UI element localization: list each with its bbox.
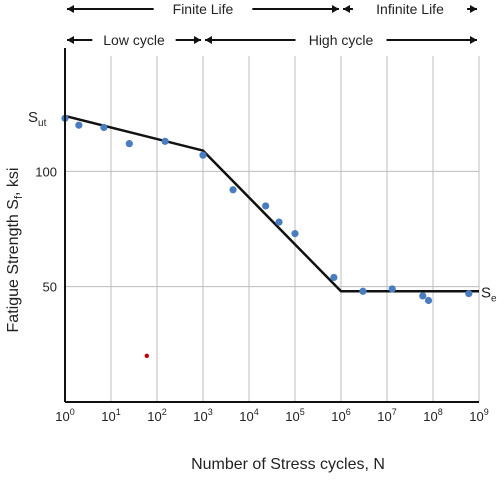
region-annotations: Finite Life Infinite Life Low cycle High cy…: [67, 1, 477, 48]
y-tick-label: 100: [35, 164, 57, 179]
grid-lines: [64, 56, 480, 402]
arrow-head: [343, 5, 350, 13]
x-tick-label: 104: [239, 407, 258, 424]
arrow-head: [194, 36, 201, 44]
data-point: [291, 230, 299, 238]
marker-main: S: [481, 284, 491, 301]
data-point: [419, 292, 427, 300]
sut-marker: Sut: [28, 109, 47, 129]
x-tick-exp: 5: [300, 407, 305, 417]
x-tick-exp: 0: [70, 407, 75, 417]
region-label: Finite Life: [173, 1, 234, 17]
arrow-head: [332, 5, 339, 13]
data-point: [275, 218, 283, 226]
x-tick-exp: 3: [208, 407, 213, 417]
data-point: [229, 186, 237, 194]
x-tick-base: 10: [55, 409, 69, 424]
se-marker: Se: [481, 284, 497, 304]
y-axis-label-sub: f: [13, 195, 25, 199]
x-tick-label: 109: [469, 407, 488, 424]
x-tick-label: 103: [193, 407, 212, 424]
axes: [64, 48, 479, 403]
marker-sub: e: [491, 293, 497, 304]
x-tick-base: 10: [285, 409, 299, 424]
x-tick-exp: 9: [484, 407, 489, 417]
data-points: [61, 114, 473, 359]
data-point: [100, 123, 108, 132]
x-tick-base: 10: [331, 409, 345, 424]
data-point: [125, 140, 133, 148]
data-point: [262, 202, 270, 210]
x-tick-base: 10: [469, 409, 483, 424]
region-label: High cycle: [309, 32, 374, 48]
x-tick-label: 106: [331, 407, 350, 424]
x-tick-base: 10: [147, 409, 161, 424]
marker-main: S: [28, 109, 38, 126]
fit-line-group: [64, 114, 479, 293]
arrow-head: [205, 36, 212, 44]
data-point: [359, 287, 367, 295]
data-point: [75, 121, 83, 129]
x-tick-exp: 4: [254, 407, 259, 417]
arrow-head: [470, 36, 477, 44]
y-tick-label: 50: [43, 280, 57, 295]
x-tick-exp: 1: [116, 407, 121, 417]
x-tick-exp: 8: [438, 407, 443, 417]
x-tick-label: 107: [377, 407, 396, 424]
arrow-head: [470, 5, 477, 13]
data-point: [388, 285, 396, 293]
data-point: [199, 151, 207, 159]
x-tick-label: 100: [55, 407, 74, 424]
data-point: [424, 296, 433, 305]
x-tick-base: 10: [101, 409, 115, 424]
x-tick-base: 10: [377, 409, 391, 424]
outlier-point: [144, 353, 149, 359]
x-tick-label: 101: [101, 407, 120, 424]
x-tick-base: 10: [239, 409, 253, 424]
x-tick-exp: 6: [346, 407, 351, 417]
arrow-head: [67, 36, 74, 44]
data-point: [330, 273, 338, 282]
marker-sub: ut: [38, 118, 47, 129]
data-point: [465, 289, 473, 298]
y-tick-labels: 100 50: [35, 164, 57, 294]
region-label: Infinite Life: [376, 1, 444, 17]
x-tick-labels: 100 101 102 103 104 105 106 107 108 109: [55, 407, 488, 424]
y-axis-label-main: Fatigue Strength S: [5, 199, 22, 332]
arrow-head: [67, 5, 74, 13]
x-tick-label: 105: [285, 407, 304, 424]
x-tick-base: 10: [193, 409, 207, 424]
x-tick-label: 108: [423, 407, 442, 424]
data-point: [161, 137, 169, 145]
fit-line: [64, 114, 479, 293]
x-tick-base: 10: [423, 409, 437, 424]
y-axis-label: Fatigue Strength Sf, ksi: [5, 168, 25, 333]
y-axis-label-suffix: , ksi: [5, 168, 22, 196]
x-axis-label: Number of Stress cycles, N: [191, 456, 385, 473]
region-label: Low cycle: [103, 32, 165, 48]
x-tick-label: 102: [147, 407, 166, 424]
x-tick-exp: 2: [162, 407, 167, 417]
x-tick-exp: 7: [392, 407, 397, 417]
